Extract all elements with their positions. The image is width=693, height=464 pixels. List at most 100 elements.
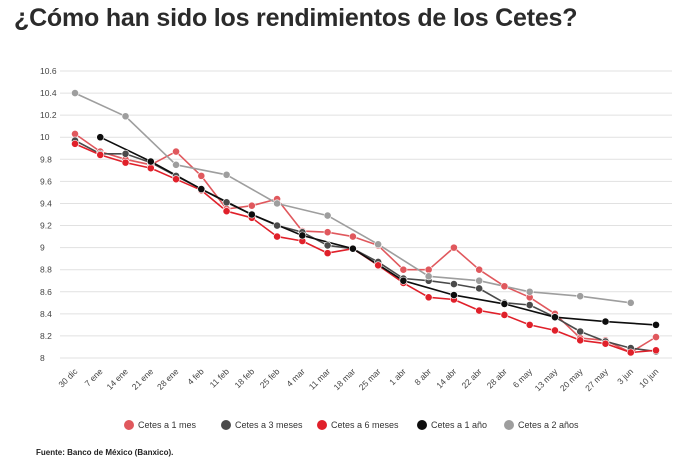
series-line — [74, 139, 657, 353]
series-line — [99, 136, 657, 326]
data-point — [247, 201, 256, 210]
x-tick-label: 21 ene — [130, 366, 156, 392]
data-point — [500, 300, 509, 308]
y-tick-label: 10.4 — [40, 88, 57, 98]
x-tick-label: 22 abr — [459, 366, 483, 390]
data-point — [551, 326, 559, 335]
data-point — [399, 265, 408, 274]
data-point — [71, 130, 79, 138]
y-tick-label: 8 — [40, 353, 45, 363]
data-point — [298, 231, 307, 240]
data-point — [96, 150, 105, 159]
x-tick-label: 28 abr — [485, 366, 509, 390]
series-points — [71, 89, 660, 357]
x-tick-label: 27 may — [583, 366, 610, 393]
legend-marker — [221, 420, 231, 430]
data-point — [525, 287, 534, 296]
y-tick-label: 9.8 — [40, 154, 52, 164]
data-point — [525, 320, 534, 329]
data-point — [424, 272, 433, 281]
data-point — [146, 164, 155, 173]
data-point — [348, 244, 357, 253]
data-point — [323, 249, 332, 258]
data-point — [323, 241, 332, 250]
y-tick-label: 8.4 — [40, 309, 52, 319]
x-tick-label: 4 mar — [284, 366, 307, 389]
legend-marker — [417, 420, 427, 430]
data-point — [450, 291, 458, 299]
x-tick-label: 20 may — [558, 366, 585, 393]
x-tick-label: 1 abr — [387, 366, 408, 387]
y-tick-label: 10.6 — [40, 66, 57, 76]
y-axis: 10.6 10.4 10.2 10 9.8 9.6 9.4 9.2 9 8.8 8.6 8.4 8.2 8 — [40, 66, 57, 363]
data-point — [626, 348, 635, 357]
x-tick-label: 11 feb — [208, 366, 232, 390]
y-tick-label: 8.6 — [40, 287, 52, 297]
data-point — [576, 336, 585, 345]
legend-label: Cetes a 2 años — [518, 420, 579, 430]
y-tick-label: 9.6 — [40, 176, 52, 186]
data-point — [121, 149, 130, 158]
legend-label: Cetes a 6 meses — [331, 420, 399, 430]
data-point — [172, 175, 180, 184]
data-point — [475, 306, 484, 315]
data-point — [197, 171, 206, 180]
x-tick-label: 28 ene — [155, 366, 181, 392]
data-point — [652, 320, 660, 329]
data-point — [601, 317, 610, 326]
data-point — [222, 198, 231, 207]
data-point — [551, 313, 559, 322]
source-note: Fuente: Banco de México (Banxico). — [36, 448, 174, 457]
grid-lines — [60, 70, 672, 359]
legend-label: Cetes a 1 mes — [138, 420, 197, 430]
x-tick-label: 8 abr — [412, 366, 433, 387]
x-axis: 30 dic 7 ene 14 ene 21 ene 28 ene 4 feb 11 feb… — [56, 366, 660, 393]
data-point — [399, 276, 408, 285]
data-point — [323, 211, 332, 220]
data-point — [424, 265, 433, 274]
y-tick-label: 9 — [40, 243, 45, 253]
y-tick-label: 8.8 — [40, 265, 52, 275]
data-point — [71, 139, 79, 148]
data-point — [601, 339, 610, 348]
legend-marker — [504, 420, 514, 430]
data-point — [475, 276, 484, 285]
y-tick-label: 10 — [40, 132, 50, 142]
x-tick-label: 25 mar — [357, 366, 383, 392]
y-tick-label: 9.2 — [40, 221, 52, 231]
x-tick-label: 18 feb — [232, 366, 256, 390]
data-point — [475, 284, 484, 293]
data-point — [71, 89, 79, 97]
x-tick-label: 30 dic — [56, 366, 80, 390]
data-point — [626, 298, 635, 307]
data-point — [96, 133, 105, 142]
data-point — [247, 210, 256, 219]
series-line — [74, 143, 657, 354]
data-point — [348, 232, 357, 241]
data-point — [222, 170, 231, 179]
data-point — [172, 147, 180, 156]
data-point — [450, 243, 458, 252]
data-point — [273, 199, 281, 208]
data-point — [475, 265, 484, 274]
x-tick-label: 4 feb — [185, 366, 206, 387]
data-point — [273, 232, 281, 241]
series-line — [74, 92, 631, 304]
data-point — [374, 261, 383, 270]
series-line — [74, 133, 657, 354]
data-point — [652, 333, 660, 341]
legend-label: Cetes a 1 año — [431, 420, 487, 430]
data-point — [121, 112, 130, 121]
data-point — [525, 301, 534, 309]
data-point — [323, 228, 332, 237]
y-tick-label: 9.4 — [40, 198, 52, 208]
x-tick-label: 7 ene — [83, 366, 105, 388]
data-point — [500, 282, 509, 291]
y-tick-label: 10.2 — [40, 110, 57, 120]
data-point — [121, 158, 130, 167]
data-point — [374, 240, 383, 249]
legend-marker — [124, 420, 134, 430]
x-tick-label: 11 mar — [307, 366, 332, 391]
data-point — [424, 293, 433, 302]
